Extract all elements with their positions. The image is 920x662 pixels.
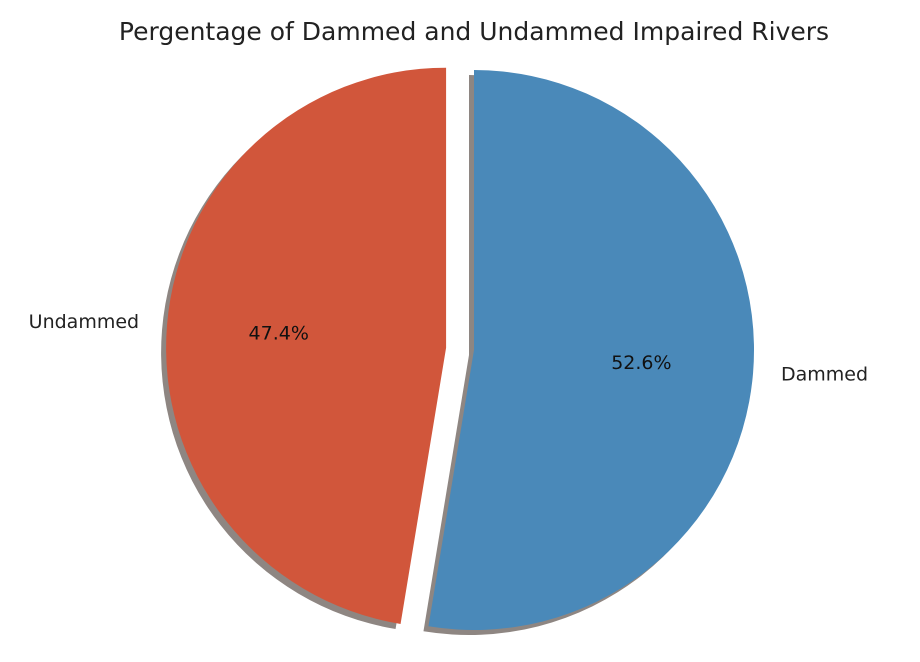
slice-label-undammed: Undammed xyxy=(29,311,139,333)
slice-undammed xyxy=(166,67,447,624)
pie-labels: Dammed 52.6% Undammed 47.4% xyxy=(29,311,868,386)
slice-label-dammed: Dammed xyxy=(781,364,868,386)
chart-title: Pergentage of Dammed and Undammed Impair… xyxy=(119,17,829,46)
pie-slices xyxy=(166,67,755,631)
pct-label-dammed: 52.6% xyxy=(611,352,671,374)
pct-label-undammed: 47.4% xyxy=(249,323,309,345)
slice-dammed xyxy=(428,69,755,631)
